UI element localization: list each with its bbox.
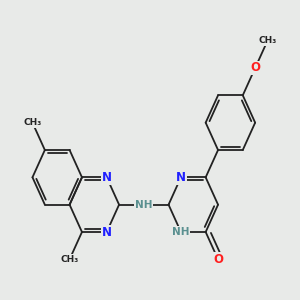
Text: N: N xyxy=(102,226,112,238)
Text: CH₃: CH₃ xyxy=(23,118,42,127)
Text: CH₃: CH₃ xyxy=(258,36,277,45)
Text: NH: NH xyxy=(172,227,190,237)
Text: N: N xyxy=(176,171,186,184)
Text: N: N xyxy=(102,171,112,184)
Text: CH₃: CH₃ xyxy=(61,255,79,264)
Text: O: O xyxy=(213,253,223,266)
Text: O: O xyxy=(250,61,260,74)
Text: NH: NH xyxy=(135,200,153,210)
